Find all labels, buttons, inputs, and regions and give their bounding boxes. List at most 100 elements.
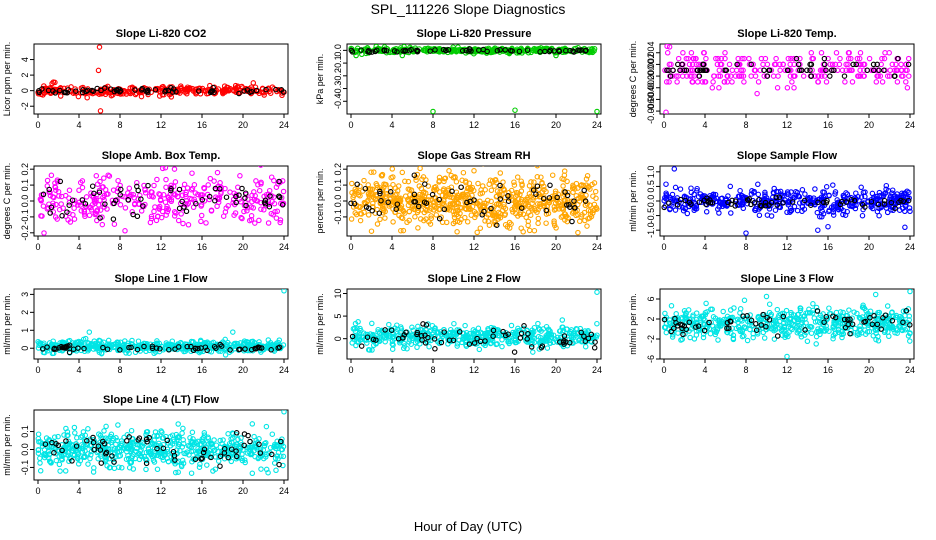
- data-point: [797, 55, 803, 62]
- data-point: [520, 229, 526, 235]
- data-point: [176, 205, 183, 212]
- data-point: [52, 90, 59, 96]
- panel-title: Slope Gas Stream RH: [417, 150, 530, 162]
- data-point: [482, 338, 488, 344]
- data-point: [262, 197, 269, 204]
- data-point: [222, 209, 229, 215]
- data-point: [426, 343, 432, 350]
- data-point: [832, 61, 839, 68]
- data-point: [584, 223, 590, 229]
- data-point: [804, 67, 810, 74]
- data-point: [462, 205, 469, 212]
- data-point: [784, 317, 790, 323]
- data-point: [385, 199, 391, 206]
- data-point: [568, 327, 575, 333]
- data-point: [739, 327, 745, 334]
- data-point: [410, 327, 416, 333]
- data-point: [373, 341, 379, 347]
- data-point: [899, 190, 905, 197]
- data-point: [847, 330, 853, 337]
- data-point: [261, 92, 267, 98]
- data-point: [122, 228, 128, 234]
- data-point: [471, 340, 478, 346]
- data-point: [808, 73, 814, 79]
- data-point: [128, 340, 134, 347]
- data-point: [706, 325, 713, 332]
- x-tick-label: 16: [823, 120, 833, 130]
- y-tick-label: 1.0: [646, 166, 656, 179]
- data-point: [172, 179, 179, 185]
- data-point: [57, 178, 64, 185]
- data-point: [245, 196, 251, 202]
- y-tick-label: -0.004: [646, 87, 656, 113]
- data-point: [225, 86, 232, 93]
- data-point: [377, 188, 383, 195]
- data-point: [808, 330, 815, 336]
- data-point: [677, 67, 683, 74]
- x-tick-label: 16: [510, 365, 520, 375]
- data-point: [894, 79, 901, 85]
- data-point: [464, 199, 470, 206]
- y-tick-label: 0.0: [20, 195, 30, 208]
- data-point: [870, 67, 877, 74]
- data-point: [798, 67, 805, 74]
- data-point: [387, 191, 394, 197]
- data-point: [197, 337, 204, 344]
- data-point: [569, 218, 575, 225]
- data-point: [377, 190, 383, 197]
- y-axis-label: degrees C per min.: [2, 163, 12, 240]
- data-point: [830, 313, 836, 319]
- data-point: [373, 337, 379, 343]
- data-point: [81, 345, 87, 352]
- data-point: [210, 84, 216, 91]
- x-tick-label: 20: [238, 120, 248, 130]
- data-point: [706, 319, 712, 326]
- data-point: [100, 194, 106, 201]
- data-point: [421, 209, 428, 216]
- data-point: [134, 179, 140, 186]
- data-point: [877, 73, 884, 79]
- data-point: [722, 50, 728, 56]
- data-point: [163, 184, 169, 191]
- data-point: [851, 197, 858, 204]
- data-point: [685, 55, 691, 62]
- data-point: [176, 186, 183, 193]
- x-tick-label: 4: [389, 242, 394, 252]
- data-point: [859, 212, 866, 219]
- x-tick-label: 8: [117, 120, 122, 130]
- x-tick-label: 16: [197, 486, 207, 496]
- data-point: [273, 215, 280, 221]
- data-point: [463, 337, 470, 344]
- data-point: [369, 347, 375, 353]
- data-point: [881, 201, 888, 207]
- x-tick-label: 20: [864, 120, 874, 130]
- data-point: [476, 202, 482, 208]
- data-point: [258, 166, 264, 168]
- data-point: [505, 193, 511, 199]
- data-point: [273, 86, 279, 93]
- data-point: [126, 344, 132, 351]
- data-point: [534, 166, 541, 169]
- data-point: [591, 180, 598, 186]
- y-tick-label: -0.1: [20, 209, 30, 225]
- data-point: [204, 339, 211, 345]
- data-point: [473, 210, 479, 216]
- data-point: [405, 178, 412, 185]
- data-point: [716, 317, 723, 323]
- y-tick-label: 3: [20, 292, 30, 297]
- data-point: [774, 85, 781, 91]
- data-point: [869, 321, 876, 328]
- data-point: [588, 213, 595, 220]
- data-point: [511, 179, 517, 185]
- data-point: [785, 67, 791, 74]
- data-point: [355, 319, 361, 325]
- data-point-outlier: [281, 289, 287, 294]
- data-point: [748, 317, 755, 324]
- data-point: [543, 220, 549, 226]
- data-point: [364, 332, 371, 338]
- data-point: [90, 88, 97, 94]
- data-point: [160, 83, 166, 90]
- data-point: [530, 349, 536, 355]
- data-point: [760, 311, 766, 318]
- data-point: [791, 85, 797, 91]
